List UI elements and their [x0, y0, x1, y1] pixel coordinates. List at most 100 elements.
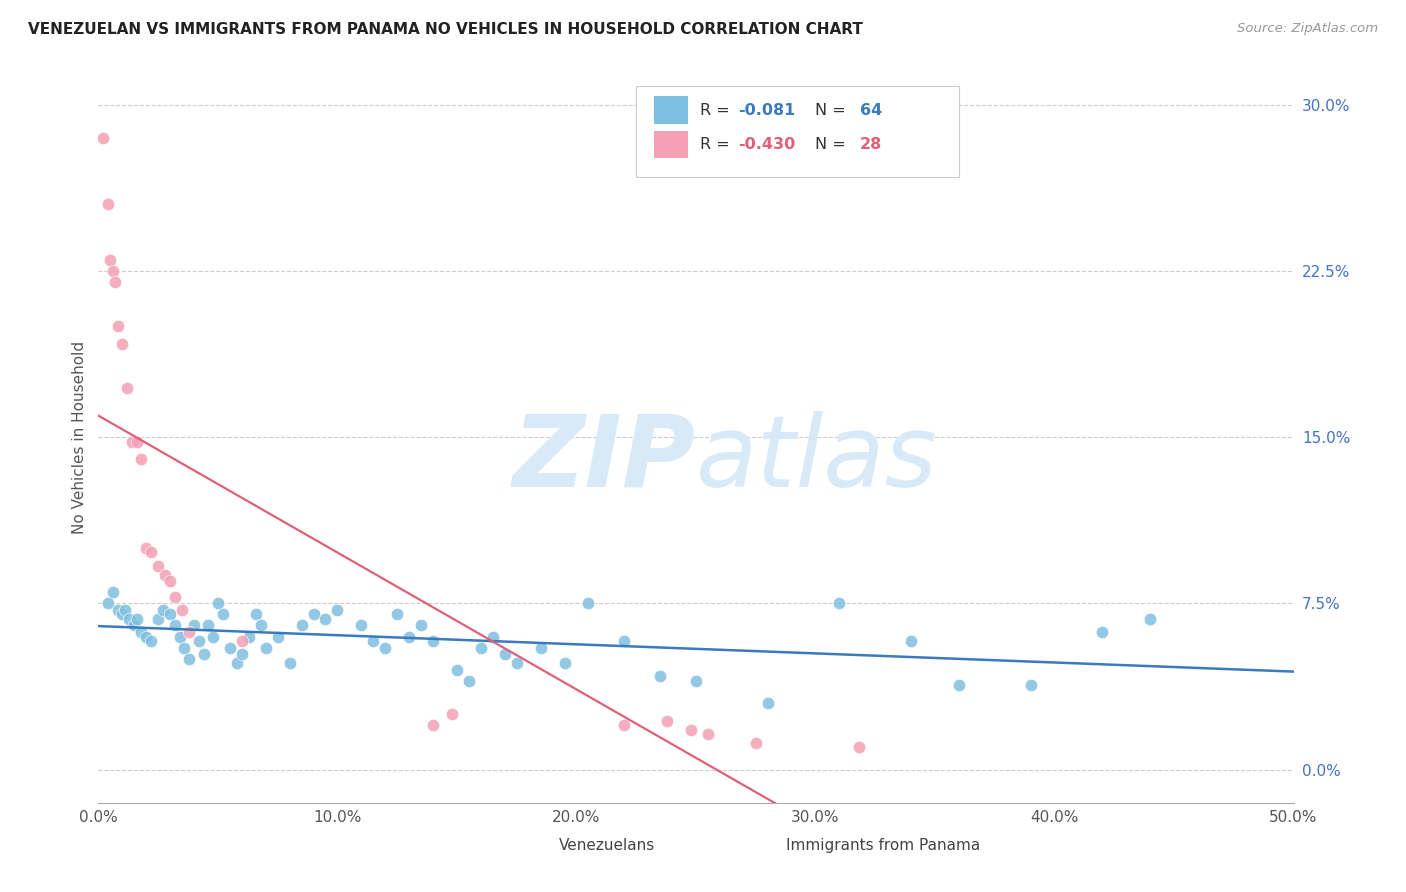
- Text: -0.081: -0.081: [738, 103, 794, 118]
- Text: atlas: atlas: [696, 410, 938, 508]
- Point: [148, 612, 170, 626]
- Point: [111, 607, 134, 622]
- FancyBboxPatch shape: [523, 834, 548, 856]
- Point: [458, 673, 481, 688]
- Point: [135, 630, 157, 644]
- Text: N =: N =: [815, 103, 852, 118]
- Point: [197, 618, 219, 632]
- Point: [613, 634, 636, 648]
- Point: [350, 618, 373, 632]
- Point: [139, 545, 162, 559]
- Text: -0.430: -0.430: [738, 137, 794, 152]
- Point: [1139, 612, 1161, 626]
- Point: [506, 656, 529, 670]
- Text: 64: 64: [859, 103, 882, 118]
- Point: [231, 634, 253, 648]
- Point: [363, 634, 385, 648]
- Point: [613, 718, 636, 732]
- Point: [121, 434, 143, 449]
- Point: [125, 612, 148, 626]
- Point: [1019, 678, 1042, 692]
- Point: [124, 618, 146, 632]
- Point: [111, 337, 134, 351]
- Point: [91, 131, 114, 145]
- Text: VENEZUELAN VS IMMIGRANTS FROM PANAMA NO VEHICLES IN HOUSEHOLD CORRELATION CHART: VENEZUELAN VS IMMIGRANTS FROM PANAMA NO …: [28, 22, 863, 37]
- Point: [278, 656, 301, 670]
- Point: [657, 714, 679, 728]
- Point: [148, 558, 170, 573]
- Point: [530, 640, 553, 655]
- Point: [226, 656, 249, 670]
- Point: [446, 663, 468, 677]
- Text: N =: N =: [815, 137, 852, 152]
- Point: [681, 723, 703, 737]
- Point: [494, 648, 516, 662]
- Point: [470, 640, 492, 655]
- Point: [326, 603, 349, 617]
- FancyBboxPatch shape: [654, 130, 688, 159]
- Text: ZIP: ZIP: [513, 410, 696, 508]
- Point: [245, 607, 267, 622]
- Point: [250, 618, 273, 632]
- Text: R =: R =: [700, 137, 734, 152]
- Point: [139, 634, 162, 648]
- FancyBboxPatch shape: [637, 86, 959, 178]
- Point: [183, 618, 205, 632]
- Point: [135, 541, 157, 555]
- Point: [231, 648, 253, 662]
- Point: [173, 640, 195, 655]
- Point: [648, 669, 672, 683]
- Point: [118, 612, 141, 626]
- Point: [254, 640, 277, 655]
- Point: [97, 197, 120, 211]
- Point: [481, 630, 505, 644]
- FancyBboxPatch shape: [654, 96, 688, 124]
- Point: [115, 381, 138, 395]
- Point: [114, 603, 136, 617]
- Point: [302, 607, 325, 622]
- Point: [385, 607, 409, 622]
- Point: [441, 707, 464, 722]
- Point: [238, 630, 260, 644]
- Point: [422, 634, 444, 648]
- Point: [554, 656, 576, 670]
- Point: [207, 596, 229, 610]
- Point: [828, 596, 851, 610]
- Text: Immigrants from Panama: Immigrants from Panama: [786, 838, 980, 853]
- Text: 28: 28: [859, 137, 882, 152]
- Point: [745, 736, 768, 750]
- Point: [125, 434, 148, 449]
- Y-axis label: No Vehicles in Household: No Vehicles in Household: [72, 341, 87, 533]
- Point: [193, 648, 215, 662]
- Point: [291, 618, 314, 632]
- Point: [107, 603, 129, 617]
- Point: [152, 603, 174, 617]
- Point: [98, 252, 122, 267]
- Point: [159, 607, 181, 622]
- Point: [948, 678, 970, 692]
- Point: [163, 618, 186, 632]
- Point: [211, 607, 233, 622]
- Point: [697, 727, 720, 741]
- Point: [411, 618, 433, 632]
- Point: [169, 630, 191, 644]
- Point: [179, 625, 201, 640]
- Point: [374, 640, 396, 655]
- Point: [685, 673, 707, 688]
- Text: R =: R =: [700, 103, 734, 118]
- Point: [131, 452, 153, 467]
- Point: [756, 696, 779, 710]
- Point: [101, 264, 124, 278]
- Point: [267, 630, 290, 644]
- Point: [97, 596, 120, 610]
- Point: [398, 630, 420, 644]
- Point: [159, 574, 181, 589]
- Point: [900, 634, 922, 648]
- Point: [848, 740, 870, 755]
- Point: [101, 585, 124, 599]
- Point: [172, 603, 194, 617]
- FancyBboxPatch shape: [749, 834, 776, 856]
- Point: [578, 596, 600, 610]
- Point: [131, 625, 153, 640]
- Point: [315, 612, 337, 626]
